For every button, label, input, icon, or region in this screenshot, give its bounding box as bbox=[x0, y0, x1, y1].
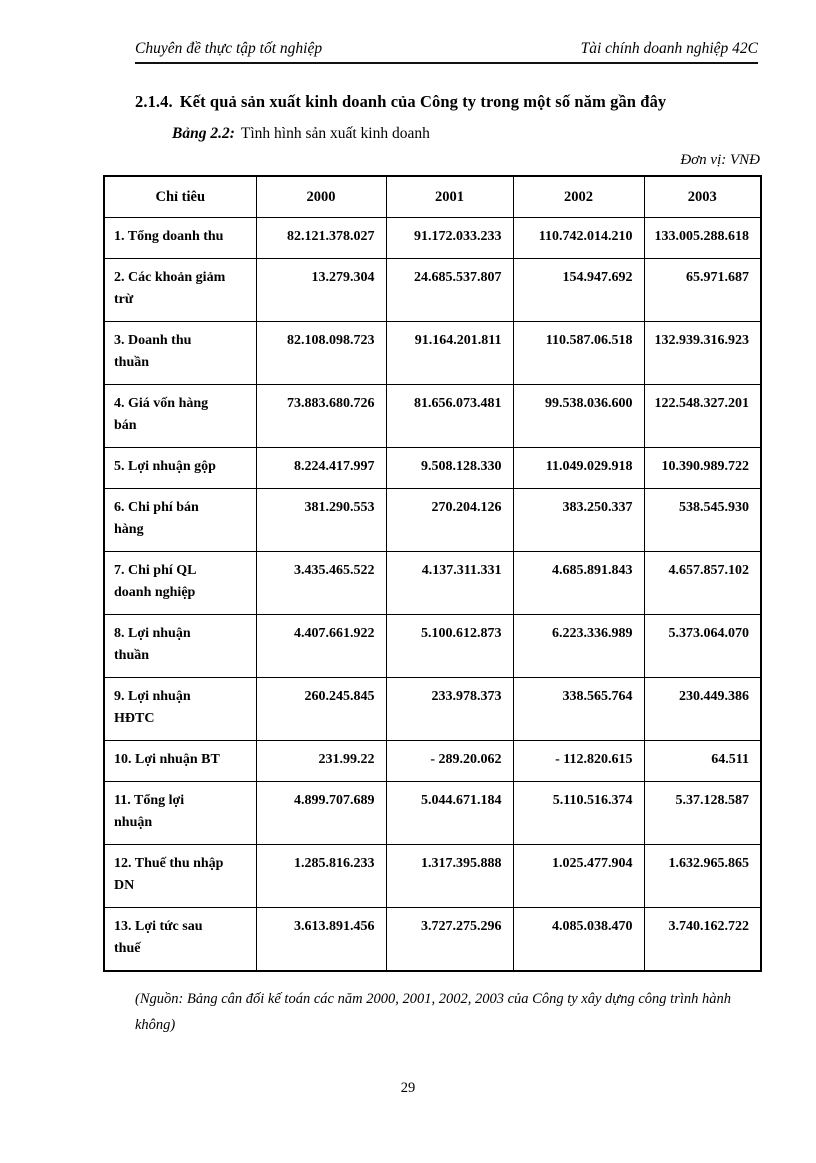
row-value: 4.899.707.689 bbox=[255, 781, 387, 845]
row-value: 10.390.989.722 bbox=[643, 447, 762, 489]
table-row: 7. Chi phí QL doanh nghiệp 3.435.465.522 4… bbox=[103, 551, 762, 615]
row-label: 12. Thuế thu nhập DN bbox=[103, 844, 257, 908]
row-value: 1.317.395.888 bbox=[385, 844, 514, 908]
row-value: 3.740.162.722 bbox=[643, 907, 762, 972]
row-value: 270.204.126 bbox=[385, 488, 514, 552]
row-value: 260.245.845 bbox=[255, 677, 387, 741]
table-caption-label: Bảng 2.2: bbox=[172, 125, 235, 142]
column-header: 2003 bbox=[643, 175, 762, 218]
table-row: 5. Lợi nhuận gộp 8.224.417.997 9.508.128.3… bbox=[103, 447, 762, 489]
row-label: 13. Lợi tức sau thuế bbox=[103, 907, 257, 972]
business-results-table: Chỉ tiêu 2000 2001 2002 2003 1. Tổng doanh t… bbox=[103, 175, 762, 972]
row-label: 10. Lợi nhuận BT bbox=[103, 740, 257, 782]
row-value: 5.110.516.374 bbox=[512, 781, 645, 845]
row-value: 110.742.014.210 bbox=[512, 217, 645, 259]
row-value: 231.99.22 bbox=[255, 740, 387, 782]
page-number: 29 bbox=[400, 1080, 416, 1096]
row-value: 3.727.275.296 bbox=[385, 907, 514, 972]
table-row: 10. Lợi nhuận BT 231.99.22- 289.20.062- 1… bbox=[103, 740, 762, 782]
column-header: 2001 bbox=[385, 175, 514, 218]
header-left-text: Chuyên đề thực tập tốt nghiệp bbox=[135, 40, 323, 57]
row-value: 3.435.465.522 bbox=[255, 551, 387, 615]
row-value: 132.939.316.923 bbox=[643, 321, 762, 385]
row-label: 4. Giá vốn hàng bán bbox=[103, 384, 257, 448]
table-row: 4. Giá vốn hàng bán 73.883.680.726 81.656.… bbox=[103, 384, 762, 448]
column-header: 2002 bbox=[512, 175, 645, 218]
row-label: 9. Lợi nhuận HĐTC bbox=[103, 677, 257, 741]
row-value: 4.657.857.102 bbox=[643, 551, 762, 615]
row-value: 82.108.098.723 bbox=[255, 321, 387, 385]
row-value: 230.449.386 bbox=[643, 677, 762, 741]
row-label: 2. Các khoản giảm trừ bbox=[103, 258, 257, 322]
row-value: 9.508.128.330 bbox=[385, 447, 514, 489]
table-row: 1. Tổng doanh thu 82.121.378.027 91.172.03… bbox=[103, 217, 762, 259]
source-note: (Nguồn: Bảng cân đối kế toán các năm 200… bbox=[135, 991, 731, 1033]
row-value: 5.044.671.184 bbox=[385, 781, 514, 845]
row-value: 1.632.965.865 bbox=[643, 844, 762, 908]
row-value: 154.947.692 bbox=[512, 258, 645, 322]
row-label: 8. Lợi nhuận thuần bbox=[103, 614, 257, 678]
row-value: 4.085.038.470 bbox=[512, 907, 645, 972]
section-number: 2.1.4. bbox=[135, 92, 173, 111]
row-value: 99.538.036.600 bbox=[512, 384, 645, 448]
page-header: Chuyên đề thực tập tốt nghiệp Tài chính … bbox=[135, 40, 758, 64]
row-value: 8.224.417.997 bbox=[255, 447, 387, 489]
row-value: 122.548.327.201 bbox=[643, 384, 762, 448]
row-value: 1.285.816.233 bbox=[255, 844, 387, 908]
table-caption-text: Tình hình sản xuất kinh doanh bbox=[240, 125, 430, 142]
row-value: 1.025.477.904 bbox=[512, 844, 645, 908]
table-row: 2. Các khoản giảm trừ 13.279.304 24.685.53… bbox=[103, 258, 762, 322]
row-label: 3. Doanh thu thuần bbox=[103, 321, 257, 385]
row-value: 91.164.201.811 bbox=[385, 321, 514, 385]
row-value: 110.587.06.518 bbox=[512, 321, 645, 385]
table-row: 12. Thuế thu nhập DN 1.285.816.233 1.317.3… bbox=[103, 844, 762, 908]
table-row: 13. Lợi tức sau thuế 3.613.891.456 3.727.2… bbox=[103, 907, 762, 972]
row-value: 383.250.337 bbox=[512, 488, 645, 552]
row-label: 6. Chi phí bán hàng bbox=[103, 488, 257, 552]
column-header: 2000 bbox=[255, 175, 387, 218]
row-label: 7. Chi phí QL doanh nghiệp bbox=[103, 551, 257, 615]
row-value: 5.100.612.873 bbox=[385, 614, 514, 678]
row-label: 5. Lợi nhuận gộp bbox=[103, 447, 257, 489]
table-row: 11. Tổng lợi nhuận 4.899.707.689 5.044.671… bbox=[103, 781, 762, 845]
row-value: 4.137.311.331 bbox=[385, 551, 514, 615]
table-header-row: Chỉ tiêu 2000 2001 2002 2003 bbox=[103, 175, 762, 218]
row-value: 11.049.029.918 bbox=[512, 447, 645, 489]
header-right-text: Tài chính doanh nghiệp 42C bbox=[580, 40, 758, 57]
table-row: 9. Lợi nhuận HĐTC 260.245.845 233.978.373 3… bbox=[103, 677, 762, 741]
row-value: 73.883.680.726 bbox=[255, 384, 387, 448]
row-value: 13.279.304 bbox=[255, 258, 387, 322]
column-header: Chỉ tiêu bbox=[103, 175, 257, 218]
row-value: 233.978.373 bbox=[385, 677, 514, 741]
table-body: 1. Tổng doanh thu 82.121.378.027 91.172.03… bbox=[103, 217, 762, 972]
row-value: 24.685.537.807 bbox=[385, 258, 514, 322]
row-value: - 112.820.615 bbox=[512, 740, 645, 782]
unit-note: Đơn vị: VNĐ bbox=[680, 152, 760, 168]
row-value: 82.121.378.027 bbox=[255, 217, 387, 259]
row-value: 538.545.930 bbox=[643, 488, 762, 552]
row-value: 4.685.891.843 bbox=[512, 551, 645, 615]
section-heading: 2.1.4. Kết quả sản xuất kinh doanh của Cô… bbox=[135, 92, 756, 112]
row-label: 1. Tổng doanh thu bbox=[103, 217, 257, 259]
row-value: 5.37.128.587 bbox=[643, 781, 762, 845]
section-title: Kết quả sản xuất kinh doanh của Công ty … bbox=[179, 92, 667, 111]
table-row: 3. Doanh thu thuần 82.108.098.723 91.164.2… bbox=[103, 321, 762, 385]
row-value: 3.613.891.456 bbox=[255, 907, 387, 972]
row-value: 5.373.064.070 bbox=[643, 614, 762, 678]
row-label: 11. Tổng lợi nhuận bbox=[103, 781, 257, 845]
row-value: 338.565.764 bbox=[512, 677, 645, 741]
row-value: 64.511 bbox=[643, 740, 762, 782]
row-value: 4.407.661.922 bbox=[255, 614, 387, 678]
row-value: 91.172.033.233 bbox=[385, 217, 514, 259]
table-row: 6. Chi phí bán hàng 381.290.553 270.204.12… bbox=[103, 488, 762, 552]
table-row: 8. Lợi nhuận thuần 4.407.661.922 5.100.612… bbox=[103, 614, 762, 678]
row-value: 133.005.288.618 bbox=[643, 217, 762, 259]
row-value: - 289.20.062 bbox=[385, 740, 514, 782]
table-caption: Bảng 2.2: Tình hình sản xuất kinh doanh bbox=[172, 125, 756, 143]
row-value: 6.223.336.989 bbox=[512, 614, 645, 678]
row-value: 381.290.553 bbox=[255, 488, 387, 552]
row-value: 65.971.687 bbox=[643, 258, 762, 322]
row-value: 81.656.073.481 bbox=[385, 384, 514, 448]
